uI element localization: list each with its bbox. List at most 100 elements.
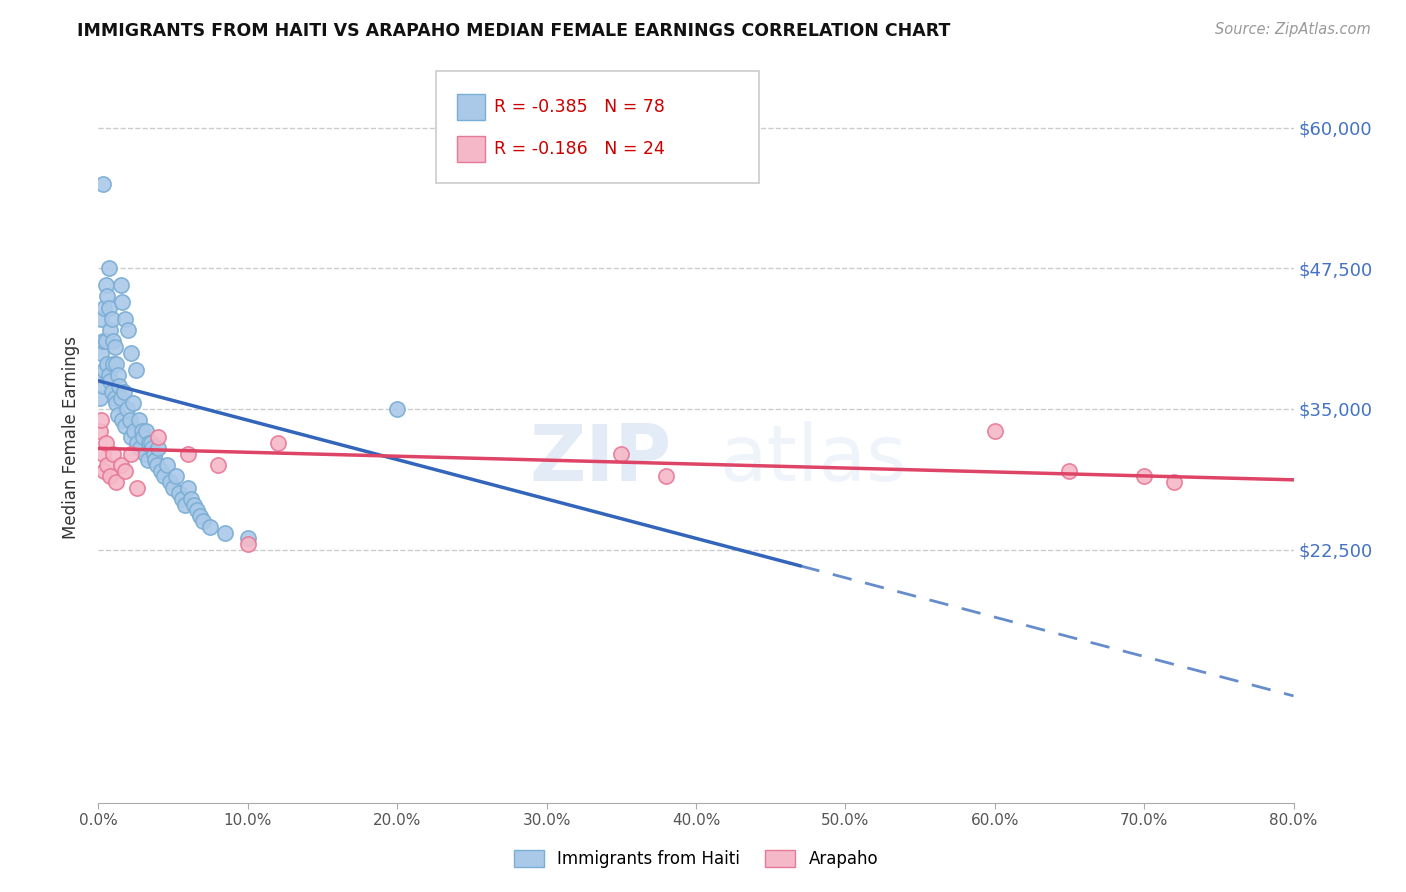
Point <box>385 401 409 416</box>
Point <box>127 435 149 450</box>
Point <box>120 430 142 444</box>
Point <box>115 401 138 416</box>
Point <box>94 278 117 293</box>
Point <box>97 301 120 315</box>
Point <box>120 345 142 359</box>
Point <box>98 374 122 388</box>
Point <box>103 447 125 461</box>
Point <box>93 362 115 376</box>
Point <box>148 442 170 456</box>
Text: atlas: atlas <box>720 421 907 497</box>
Point <box>1059 464 1081 478</box>
Point <box>105 357 128 371</box>
Point <box>236 537 259 551</box>
Point <box>91 177 114 191</box>
Point <box>984 425 1007 439</box>
Point <box>89 368 111 383</box>
Point <box>610 447 633 461</box>
Point <box>139 435 162 450</box>
Text: Source: ZipAtlas.com: Source: ZipAtlas.com <box>1215 22 1371 37</box>
Point <box>94 435 117 450</box>
Point <box>105 475 128 489</box>
Point <box>207 458 229 473</box>
Point <box>183 498 205 512</box>
Point <box>114 312 136 326</box>
Point <box>236 532 259 546</box>
Point <box>108 379 131 393</box>
Point <box>148 430 170 444</box>
Point <box>134 447 156 461</box>
Point <box>267 435 290 450</box>
Point <box>186 503 208 517</box>
Point <box>136 452 159 467</box>
Text: IMMIGRANTS FROM HAITI VS ARAPAHO MEDIAN FEMALE EARNINGS CORRELATION CHART: IMMIGRANTS FROM HAITI VS ARAPAHO MEDIAN … <box>77 22 950 40</box>
Point <box>105 396 128 410</box>
Point <box>1133 469 1156 483</box>
Point <box>138 435 160 450</box>
Point <box>90 413 112 427</box>
Point <box>97 261 120 276</box>
Point <box>110 278 132 293</box>
Point <box>94 334 117 349</box>
Point <box>1163 475 1185 489</box>
Point <box>96 357 118 371</box>
Point <box>145 458 167 473</box>
Point <box>97 368 120 383</box>
Point <box>200 520 222 534</box>
Y-axis label: Median Female Earnings: Median Female Earnings <box>62 335 80 539</box>
Point <box>131 425 153 439</box>
Point <box>114 418 136 433</box>
Point <box>125 362 148 376</box>
Point <box>104 391 127 405</box>
Point <box>104 340 127 354</box>
Point <box>89 425 111 439</box>
Text: ZIP: ZIP <box>530 421 672 497</box>
Point <box>107 408 129 422</box>
Point <box>96 458 118 473</box>
Point <box>121 396 143 410</box>
Point <box>98 469 122 483</box>
Point <box>153 469 176 483</box>
Point <box>118 413 141 427</box>
Point <box>101 312 124 326</box>
Point <box>135 425 157 439</box>
Point <box>93 464 115 478</box>
Point <box>177 481 200 495</box>
Point <box>128 413 150 427</box>
Point <box>93 301 115 315</box>
Point <box>165 469 187 483</box>
Point <box>103 357 125 371</box>
Point <box>107 368 129 383</box>
Point <box>132 430 155 444</box>
Point <box>103 334 125 349</box>
Text: R = -0.186   N = 24: R = -0.186 N = 24 <box>494 140 665 158</box>
Point <box>120 447 142 461</box>
Point <box>110 391 132 405</box>
Point <box>655 469 678 483</box>
Text: R = -0.385   N = 78: R = -0.385 N = 78 <box>494 98 665 116</box>
Point <box>159 475 181 489</box>
Point <box>96 289 118 303</box>
Point <box>188 508 211 523</box>
Point <box>89 391 111 405</box>
Point <box>111 413 134 427</box>
Point <box>114 464 136 478</box>
Point <box>124 425 146 439</box>
Point <box>91 447 114 461</box>
Point <box>91 379 114 393</box>
Point <box>98 323 122 337</box>
Point <box>150 464 173 478</box>
Legend: Immigrants from Haiti, Arapaho: Immigrants from Haiti, Arapaho <box>508 844 884 875</box>
Point <box>112 385 135 400</box>
Point <box>111 295 134 310</box>
Point <box>180 491 202 506</box>
Point <box>214 525 236 540</box>
Point <box>127 481 149 495</box>
Point <box>101 385 124 400</box>
Point <box>91 334 114 349</box>
Point <box>90 312 112 326</box>
Point <box>143 452 166 467</box>
Point <box>141 442 163 456</box>
Point <box>110 458 132 473</box>
Point <box>90 345 112 359</box>
